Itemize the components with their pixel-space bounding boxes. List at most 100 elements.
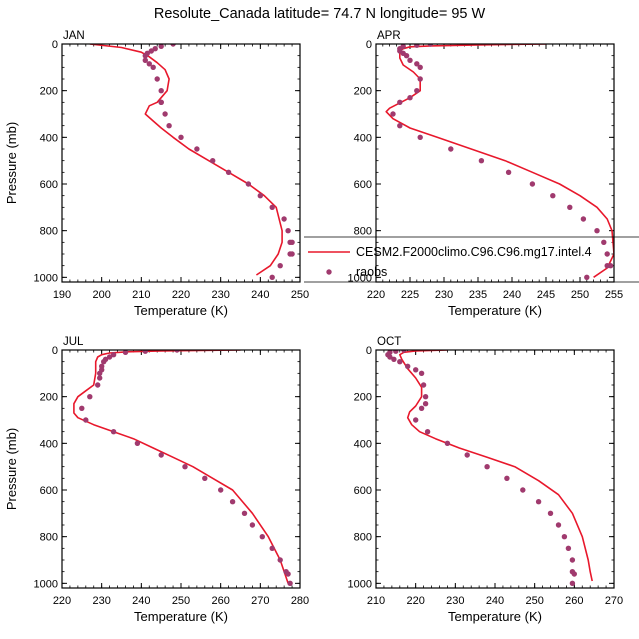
jul-raobs-point (134, 440, 141, 446)
oct-model-line (399, 350, 593, 582)
jul-raobs-point (142, 350, 148, 354)
apr-xtick-label: 250 (571, 289, 589, 301)
jan-xtick-label: 190 (53, 289, 71, 301)
apr-raobs-point (417, 64, 423, 71)
apr-ytick-label: 800 (354, 226, 372, 238)
jan-ytick-label: 800 (40, 226, 58, 238)
jan-xtick-label: 230 (211, 289, 229, 301)
jul-xtick-label: 280 (291, 595, 309, 607)
oct-plot-area (385, 350, 593, 586)
apr-raobs-point (417, 134, 423, 140)
jan-raobs-point (285, 228, 291, 234)
apr-raobs-point (604, 251, 610, 257)
jan-raobs-point (277, 263, 283, 269)
jul-raobs-point (79, 405, 85, 411)
oct-raobs-point (422, 394, 429, 400)
apr-xtick-label: 230 (435, 289, 453, 301)
jan-raobs-point (225, 169, 232, 175)
apr-x-axis-label: Temperature (K) (448, 303, 542, 318)
jan-raobs-point (158, 99, 164, 106)
oct-raobs-point (420, 382, 427, 388)
jul-ticks: 220 230 240 250 260 270 280 0 200 400 600 800 1000 (34, 345, 310, 607)
oct-raobs-point (397, 359, 403, 365)
oct-ytick-label: 1000 (348, 578, 372, 590)
panel-oct: 210 220 230 240 250 260 270 0 200 400 600 800 1000 OC… (348, 336, 624, 624)
jul-raobs-point (97, 370, 103, 376)
jan-raobs-point (162, 111, 168, 117)
apr-xtick-label: 245 (537, 289, 555, 301)
jan-raobs-point (245, 181, 252, 187)
oct-xtick-label: 270 (605, 595, 623, 607)
oct-raobs-point (484, 464, 490, 470)
oct-xtick-label: 260 (565, 595, 583, 607)
oct-x-axis-label: Temperature (K) (448, 609, 542, 624)
apr-raobs-point (390, 111, 396, 117)
oct-raobs-point (413, 417, 419, 423)
jul-plot-area (73, 350, 293, 586)
oct-xtick-label: 210 (367, 595, 385, 607)
oct-xtick-label: 250 (525, 595, 543, 607)
jan-panel-title: JAN (63, 30, 85, 42)
apr-raobs-point (580, 216, 587, 222)
jan-raobs-point (158, 44, 164, 49)
jan-raobs-point (150, 64, 156, 71)
apr-raobs-point (505, 169, 512, 175)
jan-xtick-label: 250 (291, 289, 309, 301)
jul-ytick-label: 200 (40, 392, 58, 404)
apr-raobs-point (584, 274, 590, 280)
jan-ytick-label: 200 (40, 86, 58, 98)
apr-raobs-point (407, 95, 413, 101)
apr-ticks: 220 225 230 235 240 245 250 255 0 200 400 600 800 100… (348, 39, 624, 301)
jan-raobs-point (210, 158, 216, 164)
jul-raobs-point (249, 522, 256, 528)
oct-xtick-label: 240 (486, 595, 504, 607)
apr-raobs-point (403, 53, 410, 59)
oct-raobs-point (424, 429, 431, 435)
jan-raobs-point (269, 274, 275, 280)
apr-raobs-point (448, 146, 454, 152)
jan-raobs-point (154, 76, 160, 82)
legend-raobs-label: raobs (356, 265, 387, 279)
jan-ytick-label: 0 (52, 39, 58, 51)
jul-ytick-label: 800 (40, 532, 58, 544)
apr-raobs-point (414, 61, 420, 67)
apr-xtick-label: 220 (367, 289, 385, 301)
jul-raobs-point (182, 464, 188, 470)
jul-y-axis-label: Pressure (mb) (4, 428, 19, 510)
apr-xtick-label: 255 (605, 289, 623, 301)
jul-xtick-label: 250 (172, 595, 190, 607)
jan-raobs-point (289, 239, 295, 245)
jan-ytick-label: 1000 (34, 272, 58, 284)
oct-raobs-point (387, 354, 393, 360)
apr-raobs-point (604, 263, 610, 269)
jul-ytick-label: 1000 (34, 578, 58, 590)
jul-x-axis-label: Temperature (K) (134, 609, 228, 624)
jan-raobs-point (170, 44, 176, 47)
apr-xtick-label: 240 (503, 289, 521, 301)
oct-ytick-label: 200 (354, 392, 372, 404)
jul-ytick-label: 400 (40, 438, 58, 450)
jul-raobs-point (95, 382, 101, 388)
jul-raobs-point (110, 429, 117, 435)
jan-plot-frame (61, 43, 301, 283)
jan-xtick-label: 240 (251, 289, 269, 301)
jul-raobs-point (174, 350, 180, 353)
jul-raobs-point (202, 475, 208, 481)
jan-raobs-point (146, 61, 152, 67)
jan-raobs-point (257, 193, 263, 199)
oct-raobs-point (547, 510, 554, 516)
oct-ytick-label: 0 (366, 345, 372, 357)
apr-ytick-label: 400 (354, 132, 372, 144)
oct-xtick-label: 230 (446, 595, 464, 607)
jan-xtick-label: 210 (132, 289, 150, 301)
jul-raobs-point (241, 510, 248, 516)
apr-ytick-label: 200 (354, 86, 372, 98)
oct-raobs-point (418, 405, 425, 411)
apr-ytick-label: 0 (366, 39, 372, 51)
apr-raobs-point (397, 99, 403, 106)
figure-title: Resolute_Canada latitude= 74.7 N longitu… (154, 6, 486, 22)
oct-raobs-point (464, 452, 470, 458)
apr-raobs-point (478, 158, 485, 164)
jul-plot-frame (61, 349, 301, 589)
